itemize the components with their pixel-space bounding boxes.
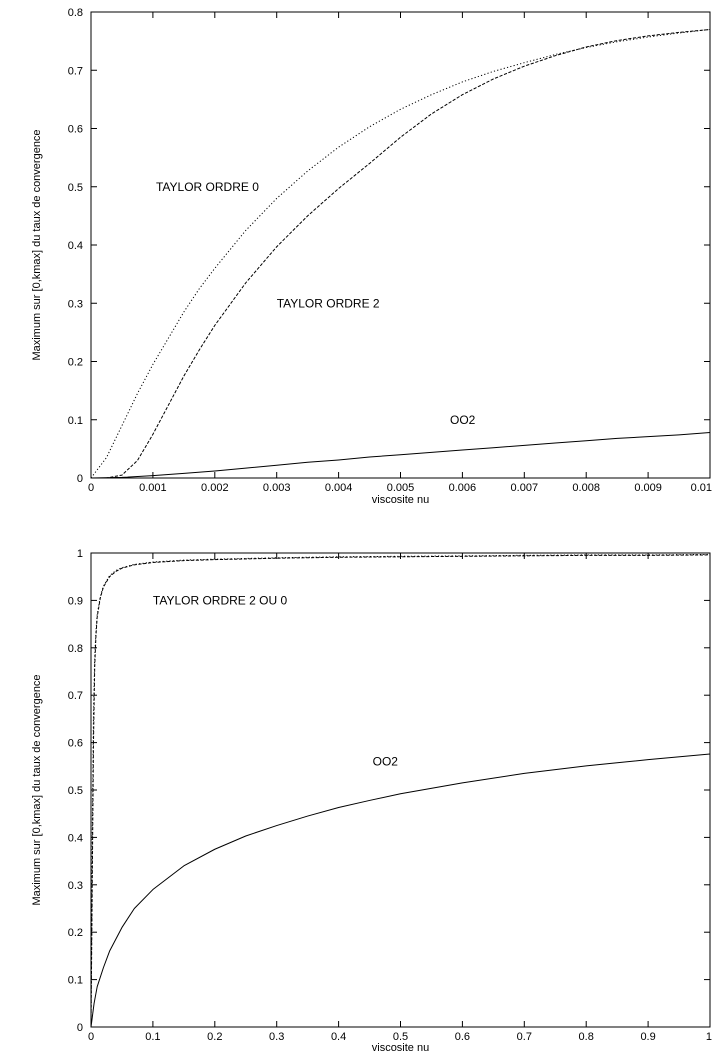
y-tick-label: 0.5 bbox=[68, 785, 83, 797]
y-tick-label: 0.3 bbox=[68, 298, 83, 310]
x-tick-label: 0.4 bbox=[331, 1031, 346, 1043]
y-tick-label: 0.6 bbox=[68, 124, 83, 136]
y-tick-label: 0.3 bbox=[68, 880, 83, 892]
x-tick-label: 0.003 bbox=[263, 482, 291, 494]
x-tick-label: 0.009 bbox=[634, 482, 662, 494]
y-tick-label: 0.7 bbox=[68, 690, 83, 702]
curve-label: OO2 bbox=[450, 413, 476, 427]
y-tick-label: 0.7 bbox=[68, 65, 83, 77]
x-tick-label: 0.3 bbox=[269, 1031, 284, 1043]
x-tick-label: 0.008 bbox=[572, 482, 600, 494]
x-tick-label: 0.9 bbox=[640, 1031, 655, 1043]
x-tick-label: 0.1 bbox=[145, 1031, 160, 1043]
y-tick-label: 0.2 bbox=[68, 357, 83, 369]
series-line-solid bbox=[90, 753, 711, 1028]
x-tick-label: 0.7 bbox=[517, 1031, 532, 1043]
series-line-dashed bbox=[91, 28, 711, 479]
y-tick-label: 0 bbox=[77, 473, 83, 485]
x-tick-label: 1 bbox=[706, 1031, 712, 1043]
y-tick-label: 0.8 bbox=[68, 7, 83, 19]
y-tick-label: 0.8 bbox=[68, 643, 83, 655]
y-tick-label: 0.1 bbox=[68, 975, 83, 987]
x-tick-label: 0.2 bbox=[207, 1031, 222, 1043]
curve-label: TAYLOR ORDRE 2 OU 0 bbox=[153, 593, 288, 607]
y-tick-label: 0.1 bbox=[68, 415, 83, 427]
curve-label: TAYLOR ORDRE 2 bbox=[277, 296, 380, 310]
x-axis-title: viscosite nu bbox=[372, 1042, 429, 1054]
plot-frame bbox=[90, 552, 711, 1028]
y-tick-label: 0.9 bbox=[68, 595, 83, 607]
y-axis-title: Maximum sur [0,kmax] du taux de converge… bbox=[31, 674, 43, 905]
y-tick-label: 0.4 bbox=[68, 240, 83, 252]
series-line-solid bbox=[90, 432, 711, 479]
series-line-dotted bbox=[90, 28, 711, 479]
plot-frame bbox=[90, 11, 711, 479]
x-tick-label: 0.004 bbox=[325, 482, 353, 494]
x-tick-label: 0.6 bbox=[455, 1031, 470, 1043]
series-line-dotted bbox=[90, 553, 711, 1028]
y-tick-label: 0 bbox=[77, 1022, 83, 1034]
curve-label: OO2 bbox=[373, 755, 399, 769]
y-tick-label: 0.5 bbox=[68, 182, 83, 194]
x-tick-label: 0.006 bbox=[449, 482, 477, 494]
y-axis-title: Maximum sur [0,kmax] du taux de converge… bbox=[31, 129, 43, 360]
x-tick-label: 0.001 bbox=[139, 482, 167, 494]
x-tick-label: 0.8 bbox=[579, 1031, 594, 1043]
y-tick-label: 0.4 bbox=[68, 832, 83, 844]
y-tick-label: 0.6 bbox=[68, 738, 83, 750]
x-axis-title: viscosite nu bbox=[372, 494, 429, 506]
series-line-dashed bbox=[90, 554, 711, 1028]
bottom-chart: 0 0.1 0.2 0.3 0.4 0.5 0.6 0.7 0.8 0.9 1 0 0.1 0.2 0.3 0… bbox=[31, 548, 712, 1054]
x-tick-label: 0.5 bbox=[393, 1031, 408, 1043]
y-tick-label: 1 bbox=[77, 548, 83, 560]
x-tick-label: 0.002 bbox=[201, 482, 229, 494]
top-chart: 0 0.001 0.002 0.003 0.004 0.005 0.006 0.007 0.00… bbox=[31, 7, 712, 506]
x-tick-label: 0 bbox=[88, 482, 94, 494]
x-tick-label: 0 bbox=[88, 1031, 94, 1043]
x-tick-label: 0.007 bbox=[511, 482, 539, 494]
x-tick-label: 0.005 bbox=[387, 482, 415, 494]
curve-label: TAYLOR ORDRE 0 bbox=[156, 180, 259, 194]
y-tick-label: 0.2 bbox=[68, 927, 83, 939]
x-tick-label: 0.01 bbox=[691, 482, 712, 494]
